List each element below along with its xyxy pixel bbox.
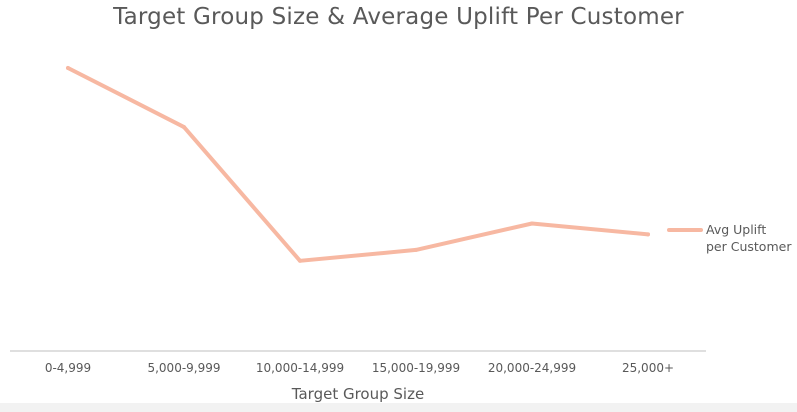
legend: Avg Uplift per Customer <box>667 222 792 254</box>
legend-label: Avg Uplift per Customer <box>706 222 792 254</box>
data-point <box>298 258 302 263</box>
x-tick-label: 0-4,999 <box>45 361 91 375</box>
x-axis-title: Target Group Size <box>291 385 424 403</box>
data-point <box>530 221 534 226</box>
x-tick-labels: 0-4,999 5,000-9,999 10,000-14,999 15,000-19… <box>45 361 674 375</box>
data-point <box>414 247 418 252</box>
chart-title: Target Group Size & Average Uplift Per C… <box>113 4 684 30</box>
x-tick-label: 15,000-19,999 <box>372 361 460 375</box>
x-tick-label: 25,000+ <box>622 361 674 375</box>
x-tick-label: 5,000-9,999 <box>147 361 220 375</box>
series-line <box>66 65 650 263</box>
series-layer <box>66 65 650 263</box>
data-point <box>646 232 650 237</box>
bottom-strip <box>0 403 797 412</box>
x-tick-label: 20,000-24,999 <box>488 361 576 375</box>
data-point <box>66 65 70 70</box>
data-point <box>182 125 186 130</box>
x-tick-label: 10,000-14,999 <box>256 361 344 375</box>
